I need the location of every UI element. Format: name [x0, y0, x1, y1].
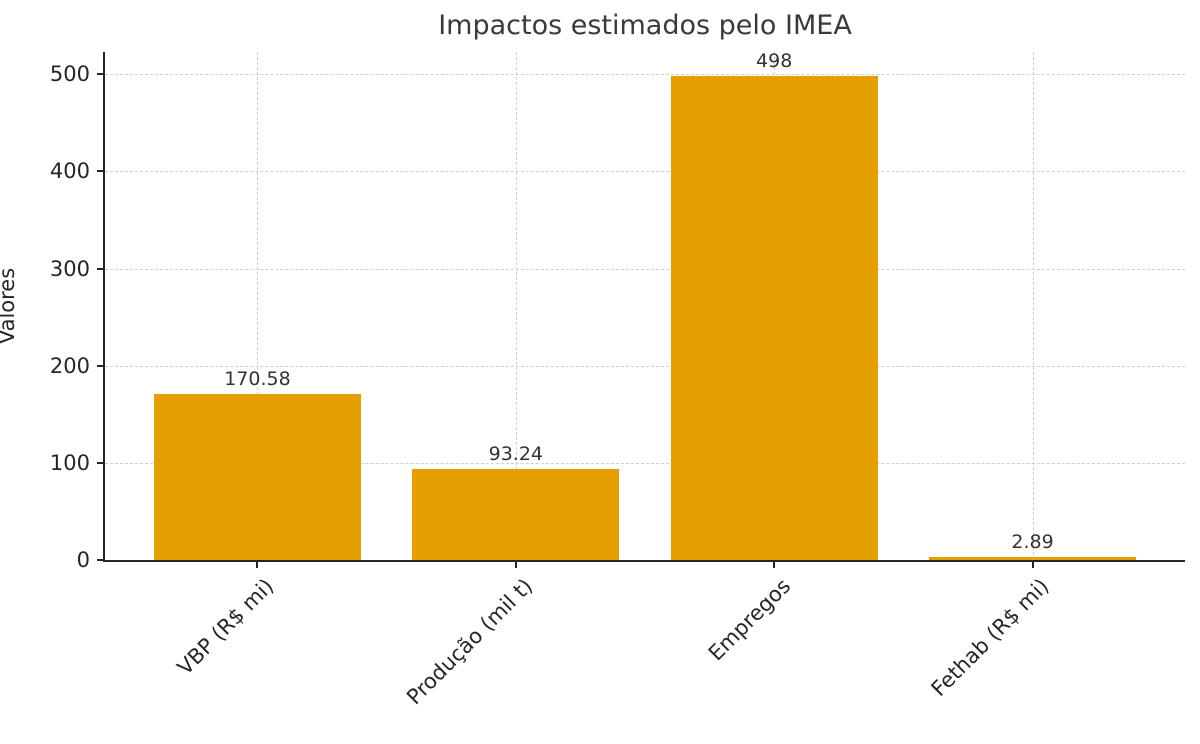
bar — [670, 76, 878, 560]
bar — [154, 394, 361, 560]
bar — [929, 557, 1136, 560]
bar-value-label: 93.24 — [488, 443, 544, 466]
y-axis-tick — [97, 559, 105, 561]
x-tick-label: Fethab (R$ mi) — [926, 574, 1054, 701]
y-axis-tick — [97, 364, 105, 367]
v-gridline — [257, 52, 259, 560]
y-tick-label: 300 — [49, 256, 90, 281]
y-axis-tick — [97, 461, 105, 464]
h-gridline — [105, 171, 1185, 173]
v-gridline — [515, 52, 517, 560]
x-tick-label: Empregos — [703, 574, 796, 666]
y-tick-label: 500 — [49, 62, 90, 87]
y-tick-label: 200 — [49, 353, 90, 378]
y-tick-label: 400 — [49, 159, 90, 184]
x-axis-tick — [256, 560, 259, 568]
y-tick-label: 0 — [76, 548, 90, 572]
x-tick-label: Produção (mil t) — [401, 574, 537, 710]
y-axis-tick — [97, 170, 105, 173]
chart-title: Impactos estimados pelo IMEA — [438, 10, 852, 41]
y-axis-tick — [97, 73, 105, 76]
y-tick-label: 100 — [49, 450, 90, 475]
x-axis-tick — [1031, 560, 1034, 568]
x-tick-label: VBP (R$ mi) — [172, 574, 279, 680]
bar-value-label: 498 — [756, 50, 793, 73]
y-axis-tick — [97, 267, 105, 270]
h-gridline — [105, 365, 1185, 367]
bar-value-label: 170.58 — [224, 368, 291, 391]
x-axis-spine — [103, 560, 1185, 562]
h-gridline — [105, 462, 1185, 464]
bar-value-label: 2.89 — [1011, 531, 1054, 554]
h-gridline — [105, 74, 1185, 76]
y-axis-spine — [103, 52, 105, 562]
bar — [412, 469, 620, 560]
v-gridline — [1032, 52, 1034, 560]
x-axis-tick — [773, 560, 776, 568]
x-axis-tick — [514, 560, 517, 568]
h-gridline — [105, 268, 1185, 270]
